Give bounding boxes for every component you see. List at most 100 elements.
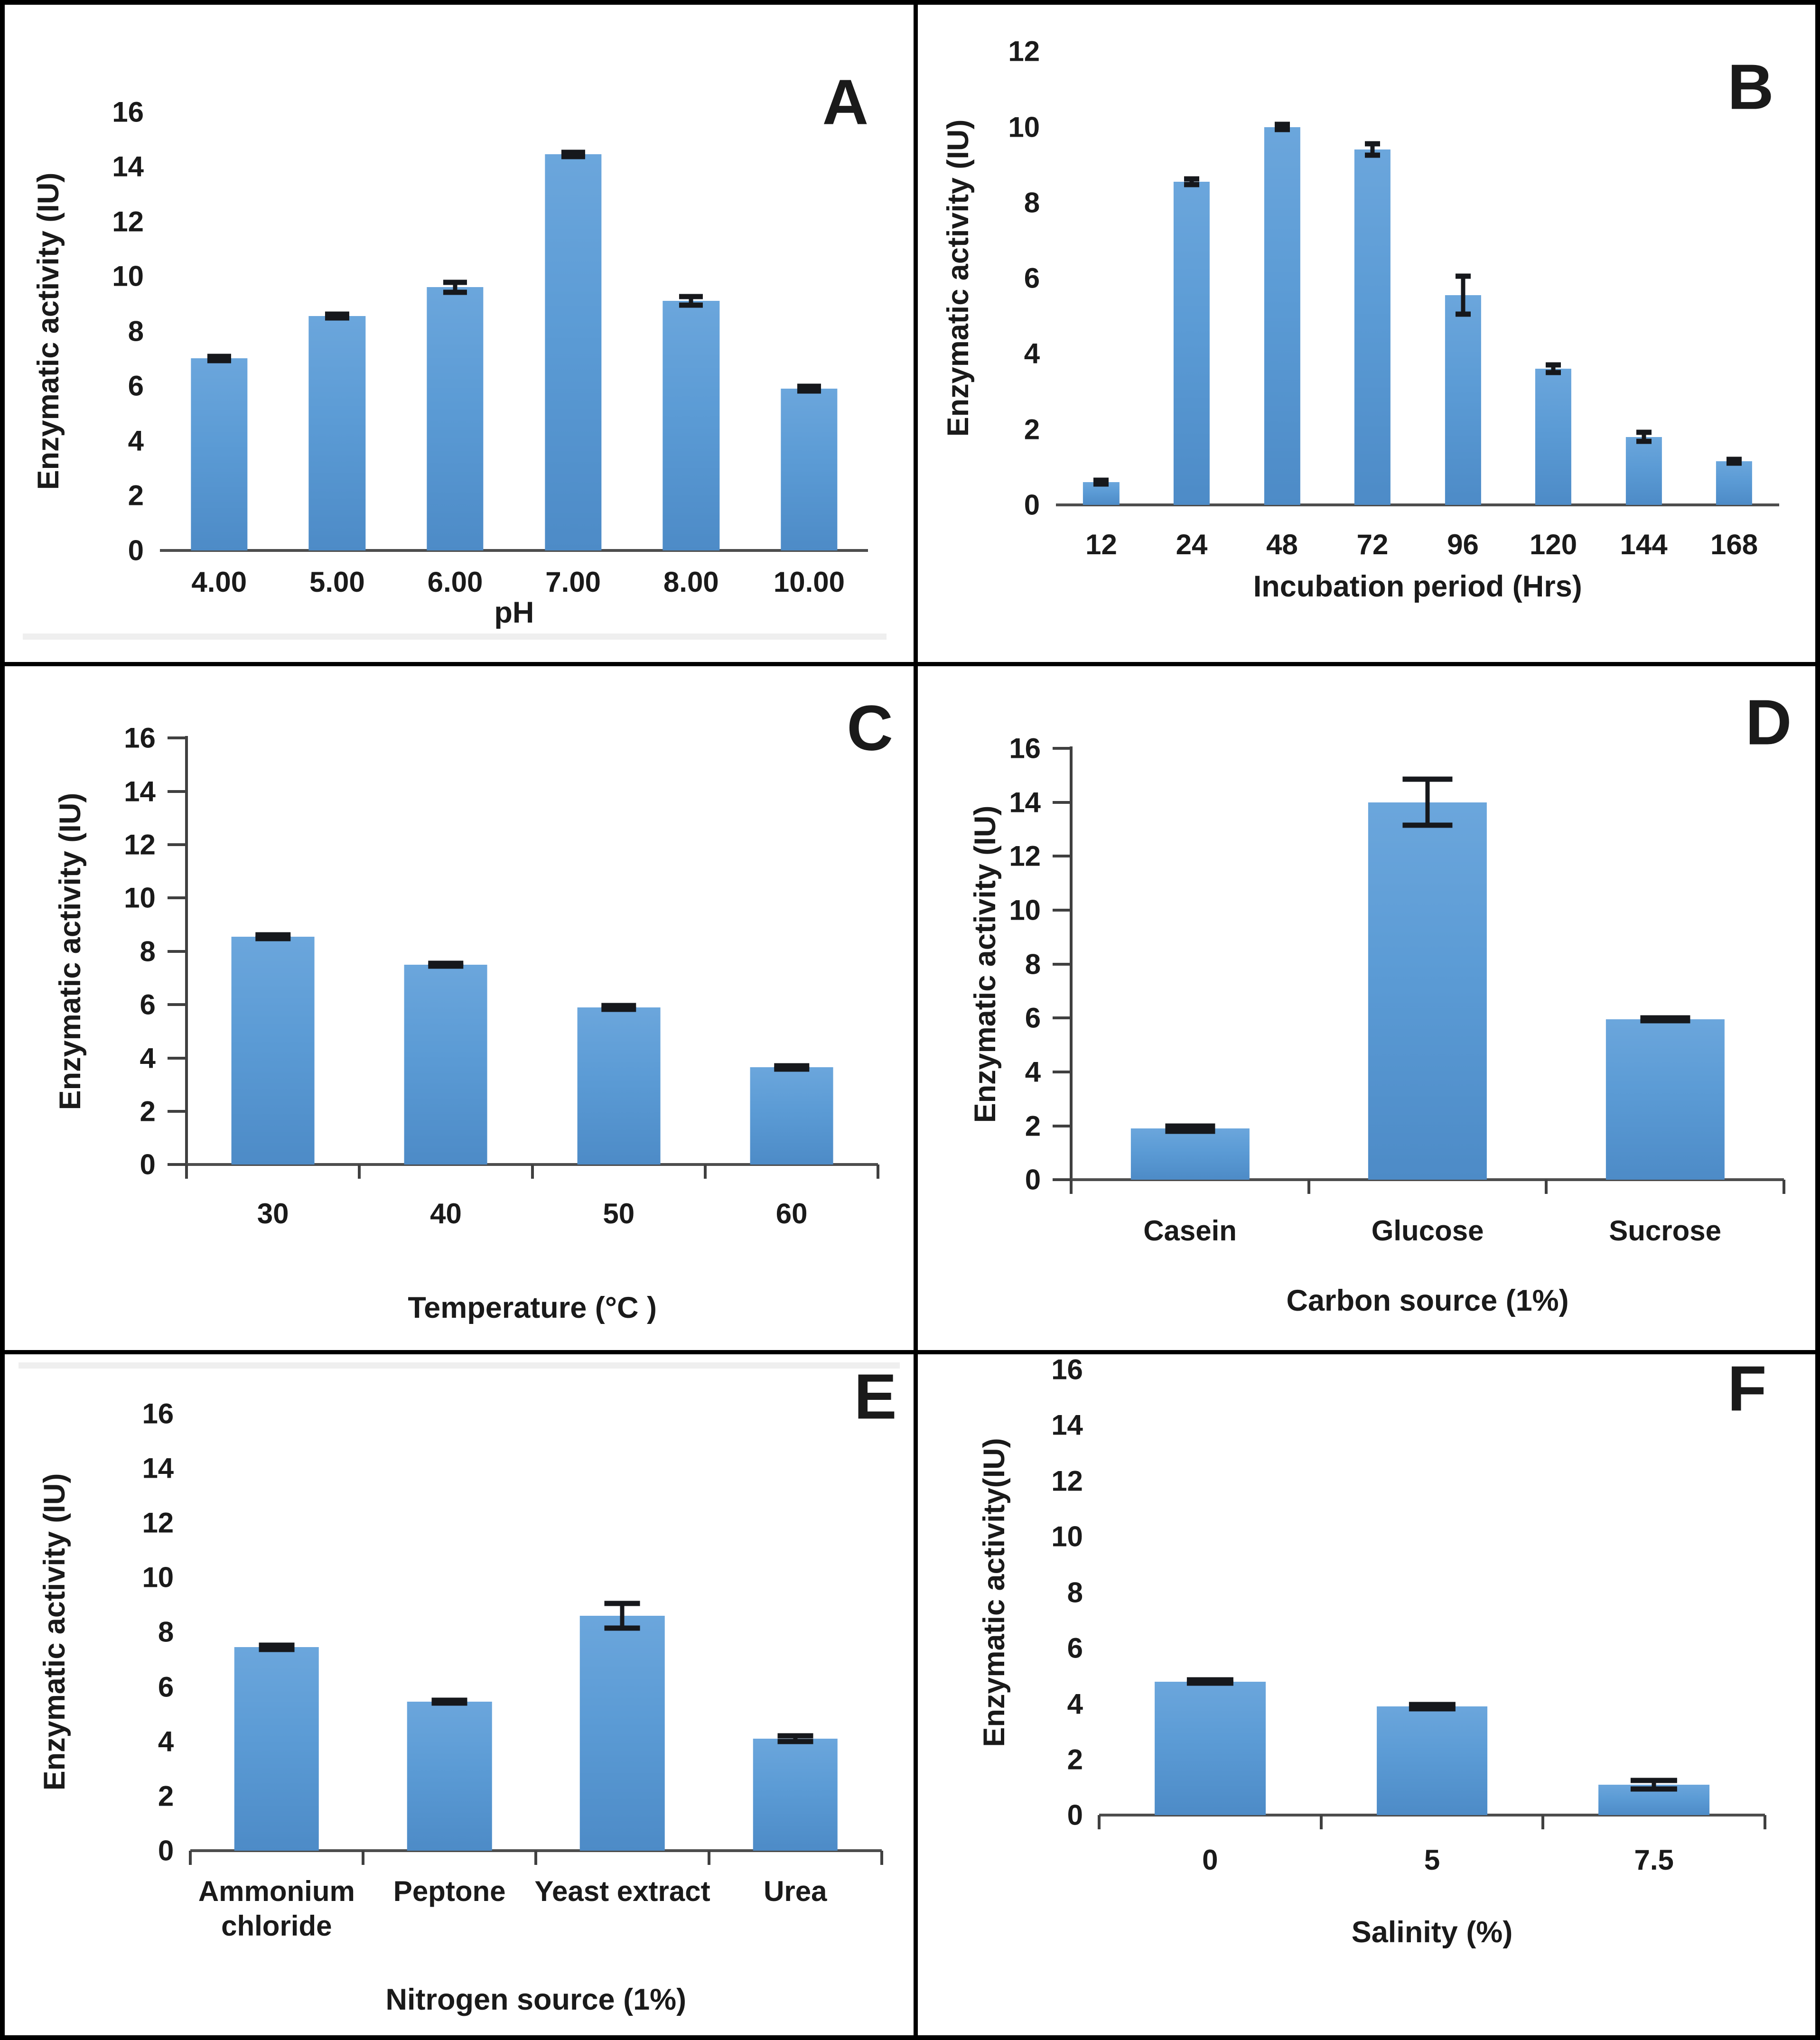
panel-letter: D: [1745, 686, 1792, 758]
y-axis-line: [185, 736, 188, 1174]
bar: [1535, 369, 1572, 505]
x-axis-line: [1056, 503, 1780, 506]
y-tick-label: 8: [158, 1616, 174, 1648]
bar: [580, 1615, 665, 1851]
error-bar-cap-top: [1165, 1123, 1215, 1129]
x-tick-mark: [1097, 1815, 1101, 1830]
bar: [191, 358, 248, 550]
x-tick-mark: [1541, 1815, 1545, 1830]
category-label: 48: [1266, 529, 1298, 561]
error-bar-cap-top: [443, 279, 467, 285]
x-axis-title: Temperature (°C ): [408, 1291, 657, 1324]
bar: [753, 1739, 838, 1851]
y-tick-label: 4: [128, 425, 144, 457]
category-label: 5: [1424, 1844, 1440, 1876]
category-label: 10.00: [773, 566, 845, 598]
y-axis-title: Enzymatic activity (IU): [942, 119, 975, 437]
y-tick-label: 4: [158, 1725, 174, 1758]
error-bar-cap-bottom: [443, 289, 467, 295]
error-bar: [689, 297, 693, 306]
x-tick-mark: [1070, 1180, 1073, 1194]
bar: [404, 964, 487, 1165]
x-tick-mark: [185, 1164, 188, 1179]
y-tick-mark: [1052, 801, 1072, 804]
bar: [427, 287, 484, 550]
bar: [308, 316, 366, 550]
panel-letter: F: [1727, 1352, 1767, 1425]
error-bar-cap-top: [325, 311, 349, 317]
error-bar-cap-top: [774, 1063, 809, 1069]
error-bar-cap-bottom: [325, 315, 349, 321]
category-label: 6.00: [427, 566, 483, 598]
category-label: Casein: [1143, 1214, 1237, 1247]
x-tick-mark: [1307, 1180, 1310, 1194]
y-tick-mark: [1052, 908, 1072, 912]
y-tick-mark: [167, 1110, 187, 1113]
y-tick-mark: [167, 1003, 187, 1006]
x-axis-line: [1099, 1814, 1765, 1817]
category-label: Ammonium chloride: [198, 1875, 355, 1942]
error-bar-cap-bottom: [1093, 481, 1109, 487]
y-tick-label: 10: [142, 1561, 174, 1593]
error-bar-cap-bottom: [1455, 311, 1471, 317]
y-tick-mark: [167, 843, 187, 847]
y-tick-label: 6: [140, 988, 156, 1021]
category-label: 120: [1530, 529, 1577, 561]
error-bar-cap-bottom: [1631, 1786, 1678, 1792]
error-bar-cap-top: [601, 1003, 636, 1008]
y-tick-label: 12: [1009, 840, 1041, 872]
y-tick-label: 2: [1024, 413, 1040, 446]
y-axis-title: Enzymatic activity (IU): [968, 805, 1002, 1123]
x-tick-mark: [188, 1851, 192, 1865]
y-axis-title: Enzymatic activity (IU): [53, 792, 87, 1110]
y-tick-mark: [1052, 1178, 1072, 1182]
y-tick-label: 12: [124, 829, 156, 861]
error-bar-cap-top: [605, 1601, 640, 1606]
error-bar-cap-bottom: [1636, 438, 1652, 444]
error-bar-cap-top: [431, 1697, 467, 1703]
error-bar-cap-top: [1640, 1015, 1690, 1021]
panel-F: F Enzymatic activity(IU) Salinity (%) 0 2 4 6 8…: [914, 1350, 1815, 2035]
y-tick-label: 4: [140, 1042, 156, 1074]
y-tick-label: 0: [1067, 1799, 1083, 1831]
error-bar-cap-top: [1093, 477, 1109, 483]
y-tick-mark: [167, 1056, 187, 1060]
error-bar: [1370, 144, 1375, 156]
error-bar: [1642, 432, 1646, 442]
y-tick-label: 8: [1067, 1576, 1083, 1609]
y-tick-label: 14: [112, 150, 144, 183]
category-label: 4.00: [191, 566, 247, 598]
x-axis-title: Nitrogen source (1%): [385, 1983, 687, 2017]
category-label: 7.00: [545, 566, 601, 598]
y-tick-mark: [167, 736, 187, 740]
x-tick-mark: [361, 1851, 364, 1865]
error-bar-cap-bottom: [1165, 1128, 1215, 1134]
y-tick-label: 16: [112, 96, 144, 128]
x-tick-mark: [707, 1851, 710, 1865]
bar: [1354, 149, 1391, 505]
error-bar-cap-top: [561, 149, 585, 155]
panel-E: E Enzymatic activity (IU) Nitrogen source …: [5, 1350, 914, 2035]
bar: [231, 936, 315, 1165]
error-bar-cap-bottom: [259, 1647, 295, 1652]
error-bar-cap-bottom: [1409, 1706, 1456, 1712]
x-tick-mark: [703, 1164, 707, 1179]
bar: [1264, 127, 1300, 505]
y-tick-label: 10: [1009, 894, 1041, 926]
y-tick-label: 12: [1051, 1465, 1083, 1497]
error-bar-cap-bottom: [774, 1066, 809, 1072]
error-bar-cap-top: [1546, 362, 1561, 368]
category-label: 40: [430, 1197, 462, 1230]
y-tick-label: 12: [1008, 35, 1040, 67]
error-bar-cap-bottom: [207, 358, 231, 363]
error-bar-cap-top: [259, 1642, 295, 1648]
y-tick-label: 14: [124, 775, 156, 808]
y-tick-label: 10: [124, 882, 156, 914]
category-label: 168: [1710, 529, 1758, 561]
y-tick-mark: [167, 1163, 187, 1166]
y-tick-mark: [1052, 1124, 1072, 1127]
error-bar-cap-bottom: [428, 963, 464, 969]
category-label: 30: [257, 1197, 289, 1230]
error-bar-cap-top: [1636, 429, 1652, 435]
y-tick-label: 0: [1024, 489, 1040, 521]
